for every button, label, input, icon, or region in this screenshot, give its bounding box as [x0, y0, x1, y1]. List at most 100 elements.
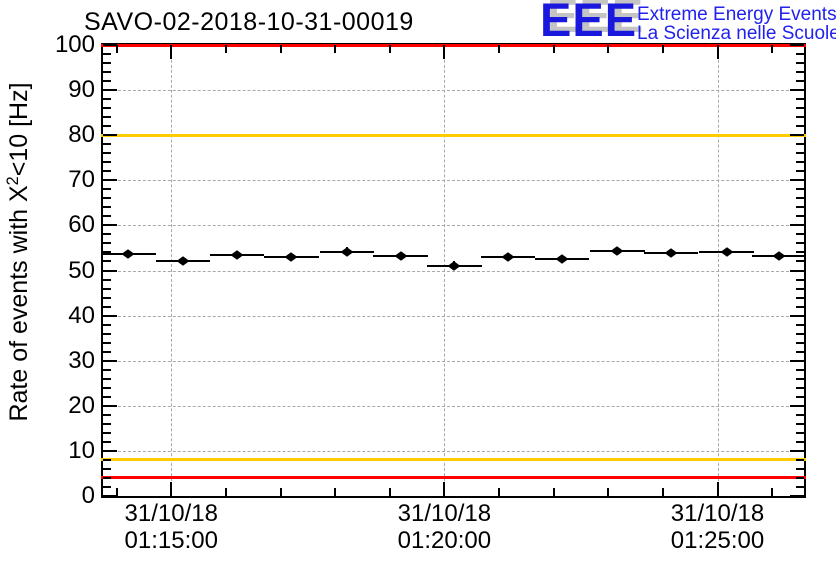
- gridline-horizontal: [103, 360, 804, 362]
- x-major-tick: [716, 45, 719, 59]
- y-minor-tick: [796, 170, 804, 173]
- reference-line-lower-warning: [101, 458, 806, 462]
- y-major-tick: [790, 224, 804, 227]
- y-minor-tick: [796, 350, 804, 353]
- y-minor-tick: [796, 413, 804, 416]
- y-minor-tick: [103, 116, 111, 119]
- eee-logo-letters: EEE EEE: [540, 0, 643, 47]
- x-minor-tick: [552, 488, 555, 496]
- y-minor-tick: [103, 368, 111, 371]
- y-major-tick: [103, 314, 117, 317]
- y-minor-tick: [796, 251, 804, 254]
- gridline-vertical: [717, 45, 719, 496]
- y-minor-tick: [103, 422, 111, 425]
- y-tick-label: 40: [68, 301, 95, 329]
- y-tick-label: 100: [54, 31, 95, 58]
- x-minor-tick: [334, 45, 337, 53]
- y-minor-tick: [796, 386, 804, 389]
- y-minor-tick: [103, 53, 111, 56]
- y-minor-tick: [796, 62, 804, 65]
- y-minor-tick: [796, 80, 804, 83]
- y-minor-tick: [103, 143, 111, 146]
- y-minor-tick: [103, 287, 111, 290]
- y-major-tick: [790, 449, 804, 452]
- x-minor-tick: [388, 45, 391, 53]
- x-major-tick: [443, 45, 446, 59]
- y-tick-label: 30: [68, 346, 95, 374]
- x-tick-label: 31/10/18 01:15:00: [101, 500, 241, 554]
- gridline-vertical: [444, 45, 446, 496]
- y-major-tick: [103, 359, 117, 362]
- x-major-tick: [716, 482, 719, 496]
- y-minor-tick: [103, 62, 111, 65]
- y-minor-tick: [103, 332, 111, 335]
- x-minor-tick: [661, 488, 664, 496]
- y-minor-tick: [796, 287, 804, 290]
- x-minor-tick: [388, 488, 391, 496]
- y-minor-tick: [103, 125, 111, 128]
- y-minor-tick: [103, 161, 111, 164]
- x-minor-tick: [224, 488, 227, 496]
- y-minor-tick: [796, 305, 804, 308]
- y-minor-tick: [796, 206, 804, 209]
- x-minor-tick: [607, 45, 610, 53]
- y-minor-tick: [796, 125, 804, 128]
- y-minor-tick: [796, 467, 804, 470]
- y-major-tick: [790, 44, 804, 46]
- y-major-tick: [790, 179, 804, 182]
- data-point-marker: [720, 247, 734, 257]
- y-minor-tick: [796, 431, 804, 434]
- data-point-marker: [610, 246, 624, 256]
- y-minor-tick: [796, 377, 804, 380]
- x-minor-tick: [224, 45, 227, 53]
- y-minor-tick: [796, 260, 804, 263]
- eee-logo: EEE EEE Extreme Energy Events La Scienza…: [538, 0, 836, 47]
- y-minor-tick: [103, 296, 111, 299]
- data-point-marker: [230, 249, 244, 260]
- y-minor-tick: [103, 80, 111, 83]
- x-tick-label-date: 31/10/18: [670, 500, 765, 527]
- x-minor-tick: [334, 488, 337, 496]
- eee-logo-subtitle-1: Extreme Energy Events: [637, 4, 836, 25]
- y-minor-tick: [103, 197, 111, 200]
- y-minor-tick: [796, 71, 804, 74]
- data-series-layer: [103, 45, 804, 496]
- gridline-horizontal: [103, 315, 804, 317]
- y-minor-tick: [796, 197, 804, 200]
- eee-logo-letters-shadow: EEE: [547, 0, 645, 42]
- data-point-marker: [340, 246, 354, 257]
- y-minor-tick: [796, 116, 804, 119]
- y-major-tick: [103, 269, 117, 272]
- y-tick-label: 0: [81, 482, 95, 509]
- y-minor-tick: [103, 350, 111, 353]
- y-minor-tick: [796, 161, 804, 164]
- y-minor-tick: [796, 53, 804, 56]
- data-point-marker: [501, 252, 515, 263]
- y-minor-tick: [796, 476, 804, 479]
- y-minor-tick: [796, 323, 804, 326]
- x-minor-tick: [552, 45, 555, 53]
- x-major-tick: [170, 482, 173, 496]
- y-minor-tick: [796, 440, 804, 443]
- y-major-tick: [103, 89, 117, 92]
- y-minor-tick: [103, 278, 111, 281]
- y-minor-tick: [796, 332, 804, 335]
- y-tick-label: 60: [68, 211, 95, 239]
- y-minor-tick: [796, 458, 804, 461]
- y-minor-tick: [103, 188, 111, 191]
- x-minor-tick: [661, 45, 664, 53]
- y-minor-tick: [103, 395, 111, 398]
- gridline-horizontal: [103, 180, 804, 182]
- x-tick-label-time: 01:20:00: [397, 527, 492, 554]
- y-minor-tick: [103, 206, 111, 209]
- x-major-tick: [443, 482, 446, 496]
- data-point-marker: [447, 260, 461, 271]
- y-major-tick: [103, 495, 117, 497]
- reference-line-upper-alarm: [101, 43, 806, 47]
- y-tick-label: 90: [68, 76, 95, 104]
- y-minor-tick: [103, 467, 111, 470]
- eee-logo-subtitle-2: La Scienza nelle Scuole: [637, 23, 836, 44]
- data-point-marker: [772, 250, 786, 261]
- y-minor-tick: [103, 170, 111, 173]
